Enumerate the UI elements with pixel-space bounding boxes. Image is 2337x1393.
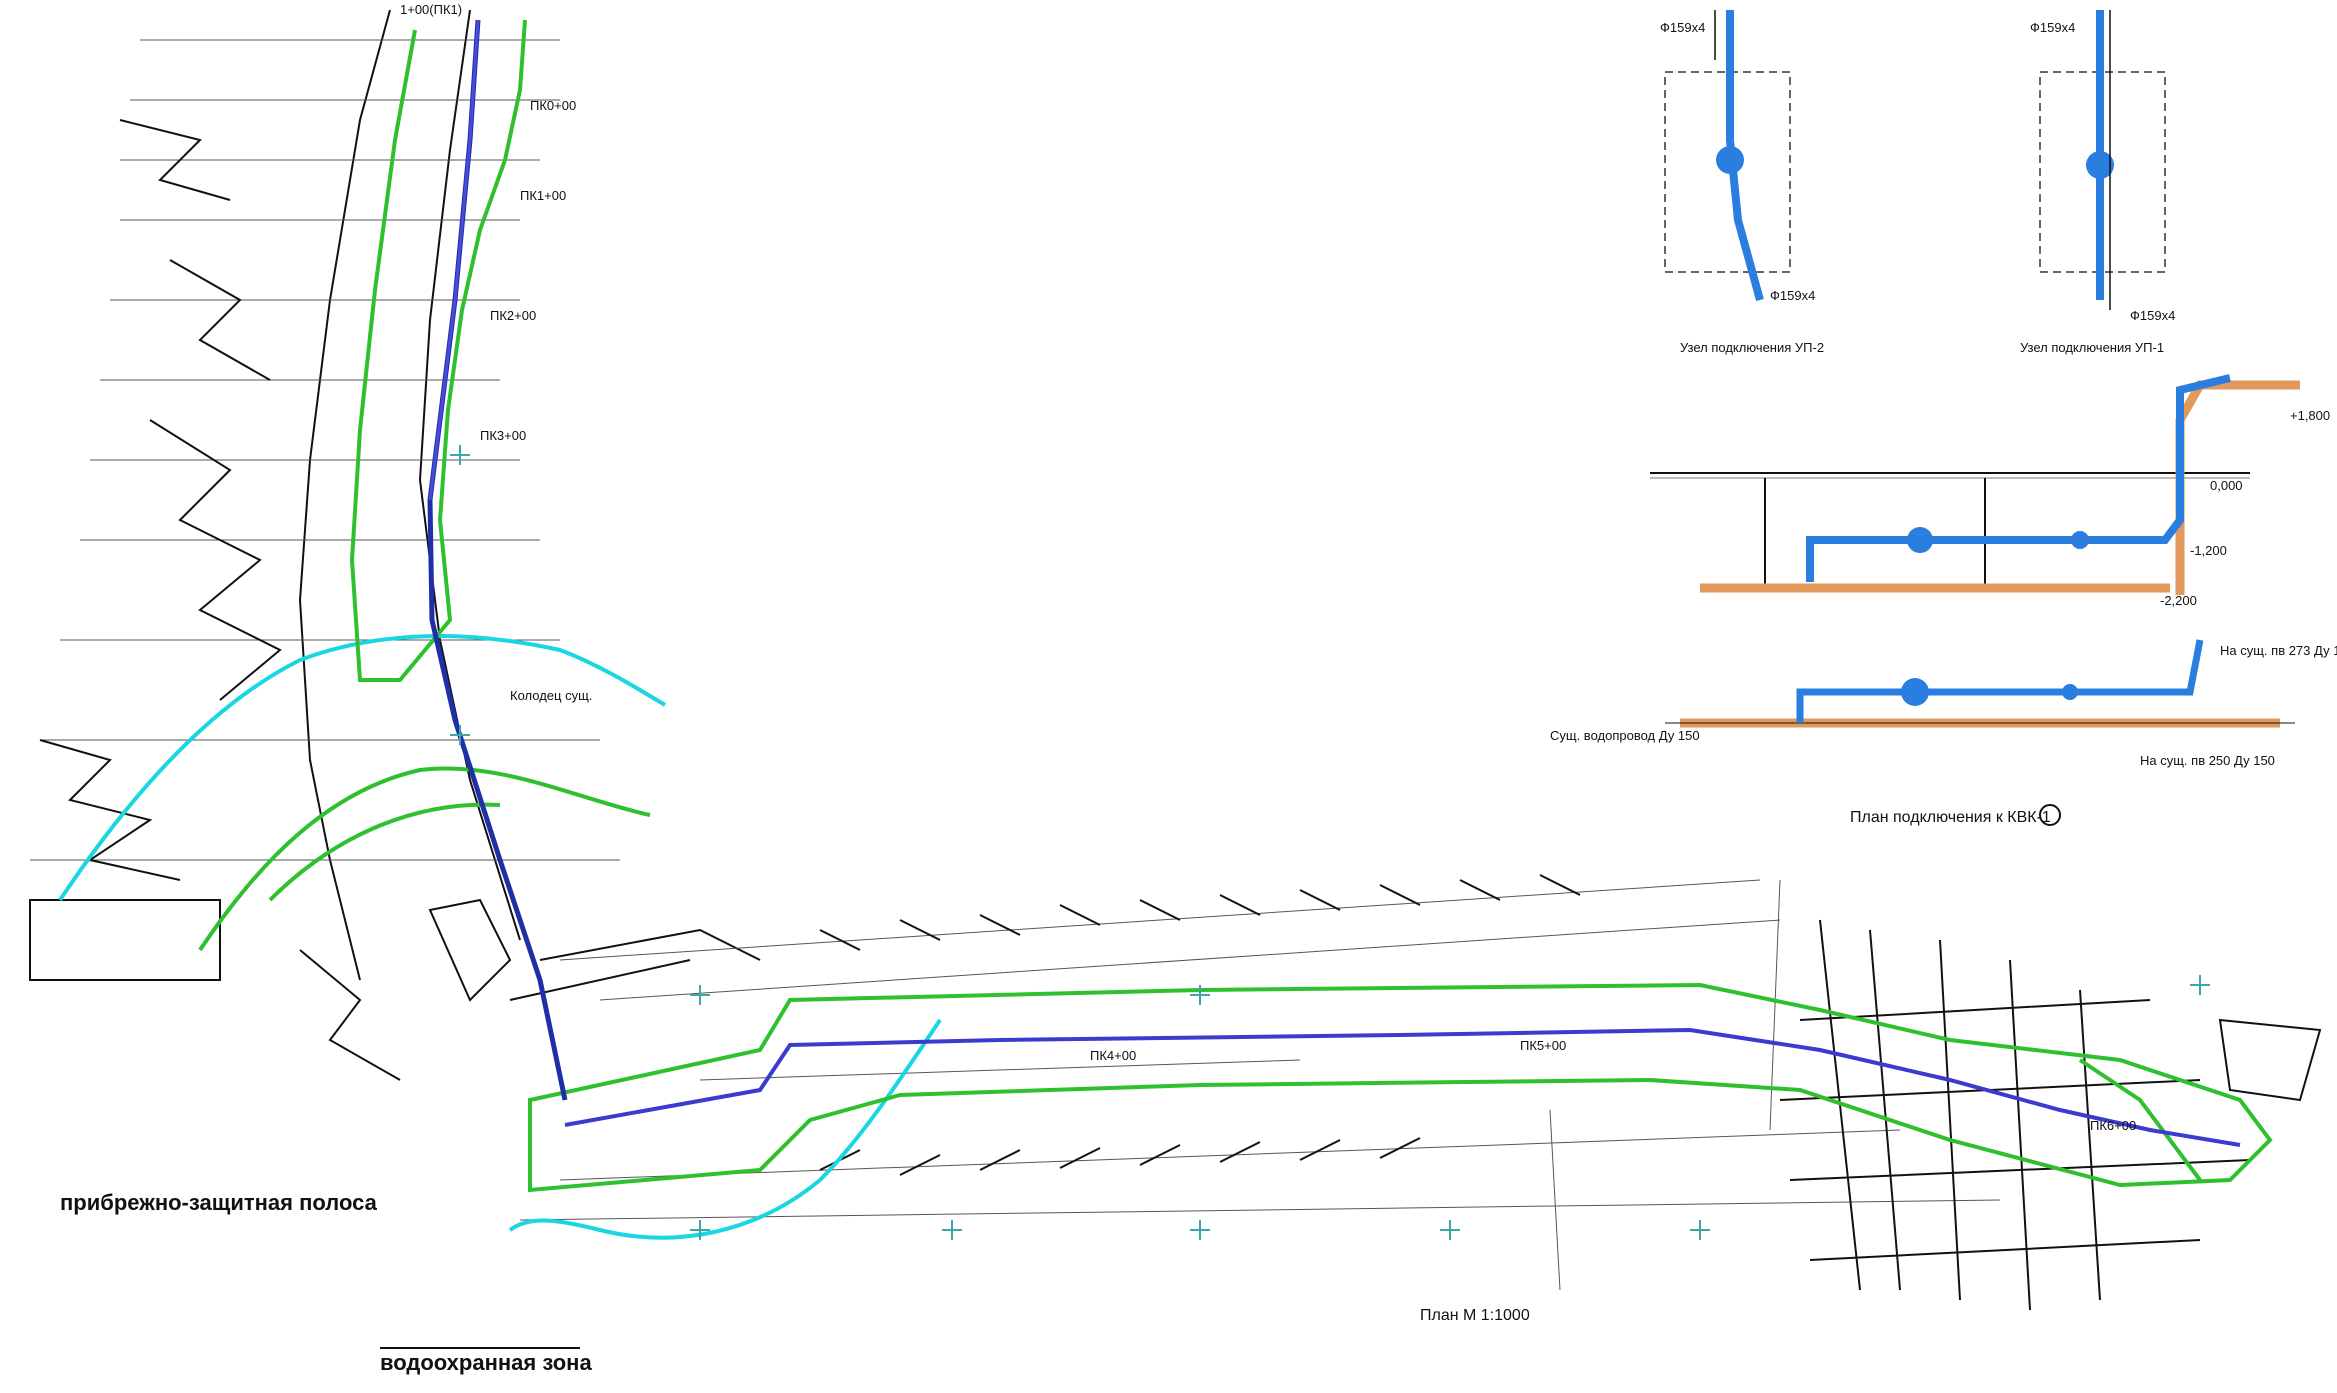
- topography-left: [29, 9, 761, 1081]
- water-zone-label: водоохранная зона: [380, 1350, 592, 1375]
- node-detail-up1: Ф159х4 Ф159х4 Узел подключения УП-1: [2020, 10, 2175, 355]
- elev-low-label: -2,200: [2160, 593, 2197, 608]
- topography-bottom: [519, 874, 2322, 1311]
- up2-diam-label-bottom: Ф159х4: [1770, 288, 1815, 303]
- elev-zero-label: 0,000: [2210, 478, 2243, 493]
- up1-diam-label: Ф159х4: [2030, 20, 2075, 35]
- pipe-new-label: На сущ. пв 250 Ду 150: [2140, 753, 2275, 768]
- coastal-strip-label: прибрежно-защитная полоса: [60, 1190, 378, 1215]
- elev-mid-label: -1,200: [2190, 543, 2227, 558]
- node-detail-up2: Ф159х4 Ф159х4 Узел подключения УП-2: [1660, 10, 1824, 355]
- elev-top-label: +1,800: [2290, 408, 2330, 423]
- well-label: Колодец сущ.: [510, 688, 592, 703]
- pk-label-5: ПК5+00: [1520, 1038, 1566, 1053]
- pk-label-2: ПК2+00: [490, 308, 536, 323]
- pk-label-0: ПК0+00: [530, 98, 576, 113]
- pk-label-6: ПК6+00: [2090, 1118, 2136, 1133]
- node2-label: Узел подключения УП-2: [1680, 340, 1824, 355]
- pk-label-1: ПК1+00: [520, 188, 566, 203]
- pipe-up-label: На сущ. пв 273 Ду 150: [2220, 643, 2337, 658]
- water-lines: [58, 634, 942, 1240]
- section-profile: +1,800 0,000 -1,200 -2,200: [1650, 374, 2330, 608]
- connection-plan: Сущ. водопровод Ду 150 На сущ. пв 250 Ду…: [1550, 639, 2337, 826]
- pipe-existing-label: Сущ. водопровод Ду 150: [1550, 728, 1700, 743]
- plan-scale-label: План М 1:1000: [1420, 1307, 1530, 1324]
- up1-diam-label-bottom: Ф159х4: [2130, 308, 2175, 323]
- pk-label-3: ПК3+00: [480, 428, 526, 443]
- pipe-route: [427, 19, 2241, 1147]
- node1-label: Узел подключения УП-1: [2020, 340, 2164, 355]
- top-station-label: 1+00(ПК1): [400, 2, 462, 17]
- grid-crosses: [450, 445, 2210, 1240]
- boundary-green: [198, 19, 2273, 1193]
- node-plan-label: План подключения к КВК-1: [1850, 809, 2051, 826]
- up2-diam-label: Ф159х4: [1660, 20, 1705, 35]
- plan-labels: водоохранная зона прибрежно-защитная пол…: [60, 2, 2136, 1375]
- pk-label-4: ПК4+00: [1090, 1048, 1136, 1063]
